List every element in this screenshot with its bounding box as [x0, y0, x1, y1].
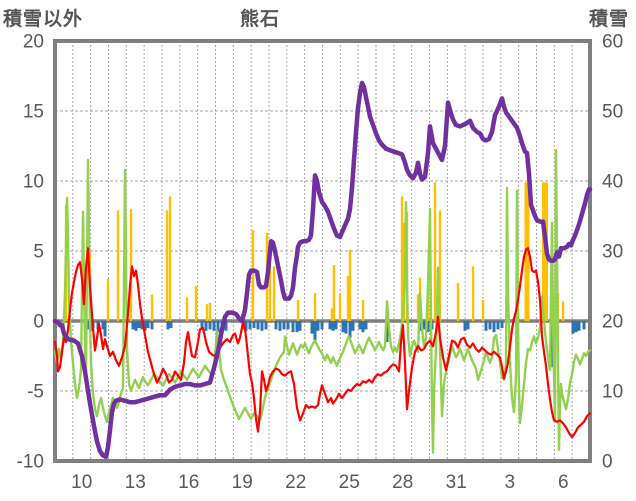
left-axis-tick-labels: 20 15 10 5 0 -5 -10 — [17, 32, 44, 473]
svg-text:10: 10 — [602, 382, 623, 403]
svg-text:31: 31 — [446, 472, 467, 493]
svg-text:13: 13 — [125, 472, 146, 493]
svg-text:30: 30 — [602, 242, 623, 263]
svg-text:25: 25 — [339, 472, 360, 493]
horizontal-gridlines — [55, 110, 590, 392]
svg-text:50: 50 — [602, 102, 623, 123]
svg-text:60: 60 — [602, 32, 623, 53]
left-axis-title: 積雪以外 — [3, 9, 84, 30]
svg-text:10: 10 — [71, 472, 92, 493]
svg-text:-10: -10 — [17, 452, 44, 473]
svg-text:15: 15 — [23, 102, 44, 123]
chart-title: 熊石 — [239, 9, 280, 30]
snow-depth — [52, 80, 593, 460]
x-axis-tick-labels: 10 13 16 19 22 25 28 31 3 6 — [71, 472, 568, 493]
svg-text:22: 22 — [285, 472, 306, 493]
plot-border — [53, 39, 592, 463]
svg-text:19: 19 — [232, 472, 253, 493]
svg-text:0: 0 — [602, 452, 613, 473]
svg-text:-5: -5 — [27, 382, 44, 403]
right-axis-tick-labels: 60 50 40 30 20 10 0 — [602, 32, 623, 473]
svg-text:10: 10 — [23, 172, 44, 193]
right-axis-title: 積雪 — [588, 9, 629, 30]
red-line — [53, 247, 592, 439]
svg-text:28: 28 — [392, 472, 413, 493]
svg-text:0: 0 — [33, 312, 44, 333]
svg-text:20: 20 — [23, 32, 44, 53]
svg-text:3: 3 — [504, 472, 515, 493]
svg-text:6: 6 — [558, 472, 569, 493]
svg-text:16: 16 — [178, 472, 199, 493]
green-line — [53, 148, 592, 454]
svg-text:5: 5 — [33, 242, 44, 263]
svg-text:40: 40 — [602, 172, 623, 193]
svg-text:20: 20 — [602, 312, 623, 333]
